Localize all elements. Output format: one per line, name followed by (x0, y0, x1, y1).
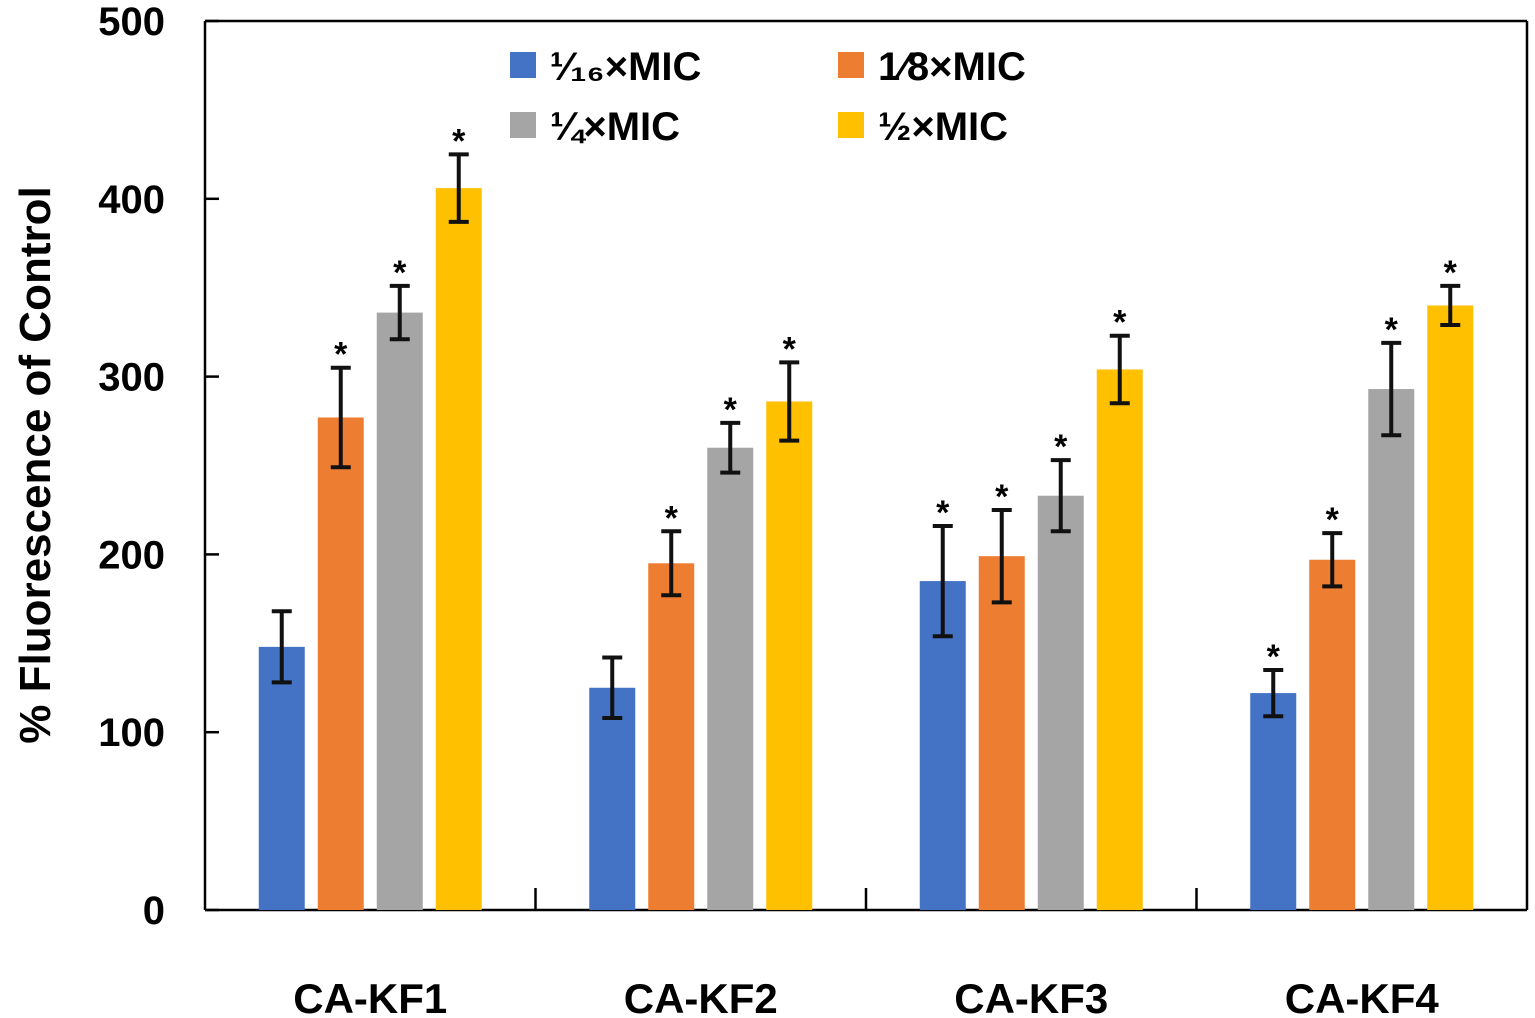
significance-marker: * (665, 499, 679, 537)
bar (648, 563, 695, 910)
bar (1037, 495, 1084, 910)
bar (435, 188, 482, 910)
legend-swatch (510, 52, 536, 78)
bar (766, 401, 813, 910)
significance-marker: * (1113, 304, 1127, 342)
y-tick-label: 100 (98, 711, 165, 755)
legend-label: ¼×MIC (550, 105, 680, 149)
legend-label: ¹⁄₁₆×MIC (550, 45, 701, 89)
y-tick-label: 500 (98, 0, 165, 44)
bar (376, 312, 423, 910)
x-axis: CA-KF1 CA-KF2 CA-KF3 CA-KF4 (205, 888, 1527, 1018)
significance-marker: * (1326, 501, 1340, 539)
y-tick-label: 300 (98, 356, 165, 400)
bar (707, 447, 754, 910)
bar (258, 646, 305, 910)
significance-marker: * (783, 330, 797, 368)
bar (1250, 693, 1297, 910)
significance-marker: * (1385, 311, 1399, 349)
y-axis-label: % Fluorescence of Control (11, 186, 60, 743)
significance-marker: * (995, 478, 1009, 516)
legend-label: 1⁄8×MIC (878, 45, 1026, 89)
legend-swatch (838, 52, 864, 78)
significance-marker: * (724, 391, 738, 429)
significance-marker: * (1267, 638, 1281, 676)
bar (1096, 369, 1143, 910)
legend-swatch (838, 112, 864, 138)
x-category-label: CA-KF4 (1285, 975, 1440, 1018)
significance-marker: * (334, 336, 348, 374)
x-category-label: CA-KF2 (624, 975, 778, 1018)
significance-marker: * (1054, 428, 1068, 466)
y-tick-label: 200 (98, 533, 165, 577)
y-tick-label: 400 (98, 178, 165, 222)
bar (1427, 305, 1474, 911)
legend: ¹⁄₁₆×MIC 1⁄8×MIC ¼×MIC ½×MIC (510, 45, 1026, 149)
y-axis: 0 100 200 300 400 500 (98, 0, 1529, 933)
bars: * * * * * * * * * * * * * * (258, 122, 1474, 911)
significance-marker: * (452, 122, 466, 160)
legend-label: ½×MIC (878, 105, 1008, 149)
bar (978, 556, 1025, 910)
bar (1368, 389, 1415, 910)
significance-marker: * (393, 254, 407, 292)
significance-marker: * (936, 494, 950, 532)
legend-swatch (510, 112, 536, 138)
x-category-label: CA-KF3 (954, 975, 1108, 1018)
significance-marker: * (1444, 254, 1458, 292)
bar (1309, 559, 1356, 910)
bar (317, 417, 364, 910)
x-category-label: CA-KF1 (293, 975, 447, 1018)
bar (589, 687, 636, 910)
y-tick-label: 0 (143, 889, 165, 933)
